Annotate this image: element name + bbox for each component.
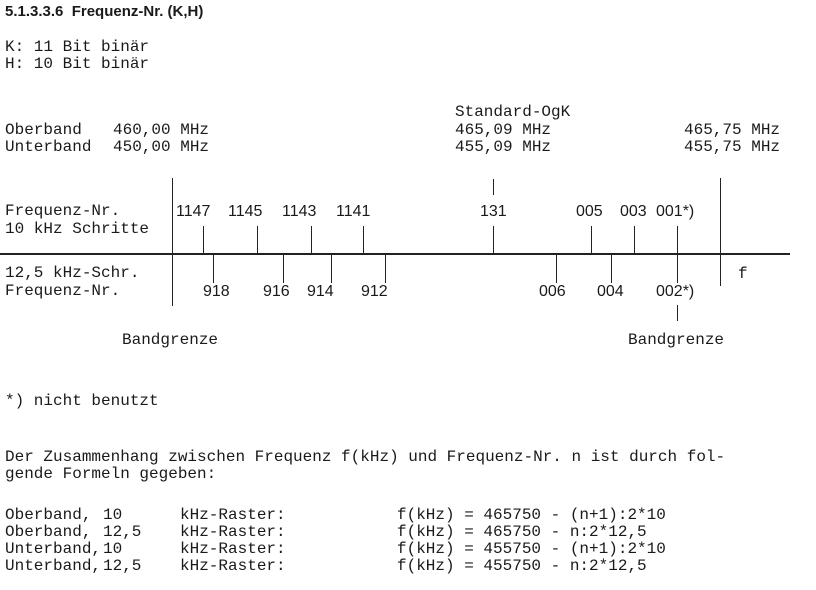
upper-tick-label: 1147 xyxy=(176,203,211,220)
raster: kHz-Raster: xyxy=(180,557,286,575)
band: Oberband, xyxy=(5,523,92,541)
k-line: K: 11 Bit binär xyxy=(5,38,150,56)
upper-label-1: Frequenz-Nr. xyxy=(5,202,121,220)
lower-tick xyxy=(213,254,214,283)
standard-ogk-label: Standard-OgK xyxy=(455,103,571,121)
lower-tick xyxy=(283,254,284,283)
band: Unterband, xyxy=(5,540,102,558)
right-band-line xyxy=(720,178,721,286)
upper-tick-label: 001*) xyxy=(656,203,695,220)
lower-tick-label: 916 xyxy=(263,283,290,300)
upper-tick xyxy=(311,226,312,254)
formula: f(kHz) = 465750 - (n+1):2*10 xyxy=(397,506,666,524)
lower-tick-label: 912 xyxy=(361,283,388,300)
unterband-label: Unterband xyxy=(5,138,92,156)
lower-tick-label: 004 xyxy=(597,283,624,300)
upper-tick-label: 131 xyxy=(480,203,507,220)
oberband-label: Oberband xyxy=(5,121,82,139)
ub-left-freq: 450,00 MHz xyxy=(113,138,210,156)
formula: f(kHz) = 455750 - (n+1):2*10 xyxy=(397,540,666,558)
ob-right-freq: 465,75 MHz xyxy=(684,121,781,139)
upper-tick-label: 003 xyxy=(620,203,647,220)
bandgrenze-right: Bandgrenze xyxy=(628,331,725,349)
step: 10 xyxy=(103,540,123,558)
upper-tick-label: 005 xyxy=(576,203,603,220)
ob-left-freq: 460,00 MHz xyxy=(113,121,210,139)
lower-tick xyxy=(556,254,557,283)
upper-tick xyxy=(634,226,635,254)
upper-label-2: 10 kHz Schritte xyxy=(5,220,150,238)
ub-right-freq: 455,75 MHz xyxy=(684,138,781,156)
axis-f-label: f xyxy=(738,265,748,283)
raster: kHz-Raster: xyxy=(180,540,286,558)
bandgrenze-left: Bandgrenze xyxy=(122,331,219,349)
lower-label-1: 12,5 kHz-Schr. xyxy=(5,264,140,282)
step: 12,5 xyxy=(103,557,142,575)
raster: kHz-Raster: xyxy=(180,523,286,541)
ub-mid-freq: 455,09 MHz xyxy=(455,138,552,156)
lower-tick-label: 914 xyxy=(307,283,334,300)
band: Oberband, xyxy=(5,506,92,524)
paragraph-line-1: Der Zusammenhang zwischen Frequenz f(kHz… xyxy=(5,448,726,466)
left-band-line xyxy=(172,178,173,306)
upper-tick xyxy=(591,226,592,254)
lower-tick-label: 006 xyxy=(539,283,566,300)
upper-tick xyxy=(257,226,258,254)
lower-tick-label: 002*) xyxy=(656,283,695,300)
section-heading: 5.1.3.3.6 Frequenz-Nr. (K,H) xyxy=(5,3,204,20)
upper-tick xyxy=(363,226,364,254)
formula: f(kHz) = 455750 - n:2*12,5 xyxy=(397,557,647,575)
lower-tick xyxy=(611,254,612,283)
paragraph-line-2: gende Formeln gegeben: xyxy=(5,465,217,483)
raster: kHz-Raster: xyxy=(180,506,286,524)
formula: f(kHz) = 465750 - n:2*12,5 xyxy=(397,523,647,541)
frequency-axis xyxy=(0,253,790,255)
footnote: *) nicht benutzt xyxy=(5,392,159,410)
lower-label-2: Frequenz-Nr. xyxy=(5,282,121,300)
step: 12,5 xyxy=(103,523,142,541)
upper-tick-label: 1143 xyxy=(282,203,317,220)
lower-tick xyxy=(677,254,678,283)
step: 10 xyxy=(103,506,123,524)
standard-ogk-tick xyxy=(493,179,494,195)
upper-tick xyxy=(203,226,204,254)
h-line: H: 10 Bit binär xyxy=(5,55,150,73)
lower-tick-label: 918 xyxy=(203,283,230,300)
upper-tick xyxy=(677,226,678,254)
lower-tick xyxy=(331,254,332,283)
upper-tick-label: 1145 xyxy=(228,203,263,220)
ob-mid-freq: 465,09 MHz xyxy=(455,121,552,139)
band: Unterband, xyxy=(5,557,102,575)
lower-tick xyxy=(385,254,386,283)
upper-tick-label: 1141 xyxy=(336,203,371,220)
bandgrenze-right-tick xyxy=(677,305,678,321)
upper-tick xyxy=(493,226,494,254)
